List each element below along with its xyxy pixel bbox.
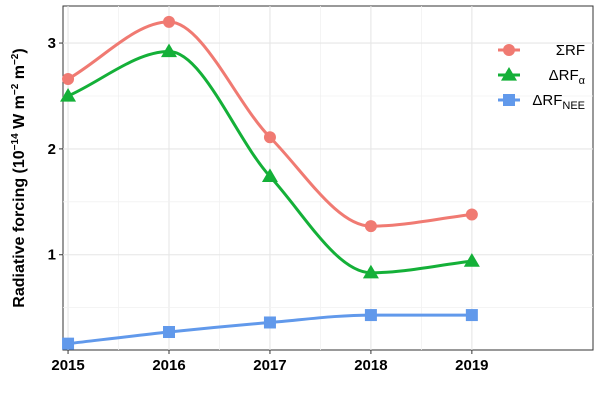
plot-panel	[62, 5, 594, 351]
data-point-2	[364, 309, 377, 322]
data-point-2	[263, 316, 276, 329]
data-point-1	[261, 168, 278, 183]
legend-label: ΣRF	[556, 42, 585, 59]
grid-lines	[63, 6, 593, 350]
y-tick-label: 1	[48, 247, 56, 264]
x-tick-label: 2018	[354, 357, 387, 374]
data-point-1	[362, 264, 379, 279]
legend-key-marker	[503, 94, 515, 106]
y-axis-title: Radiative forcing (10−14 W m−2 m−2)	[10, 48, 28, 307]
series-markers	[60, 15, 480, 350]
x-axis-ticks: 2015 2016 2017 2018 2019	[51, 350, 489, 374]
y-tick-label: 3	[48, 35, 56, 52]
data-point-1	[463, 253, 480, 267]
legend-key-marker	[501, 67, 517, 81]
data-point-1	[161, 43, 177, 58]
data-point-2	[62, 337, 75, 350]
legend: ΣRF ΔRFα ΔRFNEE	[498, 42, 586, 112]
x-tick-label: 2017	[253, 357, 286, 374]
data-point-2	[163, 326, 175, 339]
data-point-0	[62, 73, 75, 86]
y-tick-label: 2	[48, 141, 56, 158]
data-point-2	[465, 309, 478, 322]
legend-key-marker	[503, 44, 515, 56]
data-point-0	[163, 15, 175, 28]
x-tick-label: 2015	[51, 357, 84, 374]
legend-label: ΔRFNEE	[532, 92, 585, 112]
data-point-0	[263, 131, 276, 144]
data-point-0	[465, 208, 478, 221]
x-tick-label: 2019	[455, 357, 488, 374]
data-point-0	[364, 220, 377, 233]
y-axis-ticks: 1 2 3	[48, 35, 63, 264]
x-tick-label: 2016	[152, 357, 185, 374]
legend-label: ΔRFα	[549, 67, 586, 87]
data-point-1	[60, 87, 77, 102]
